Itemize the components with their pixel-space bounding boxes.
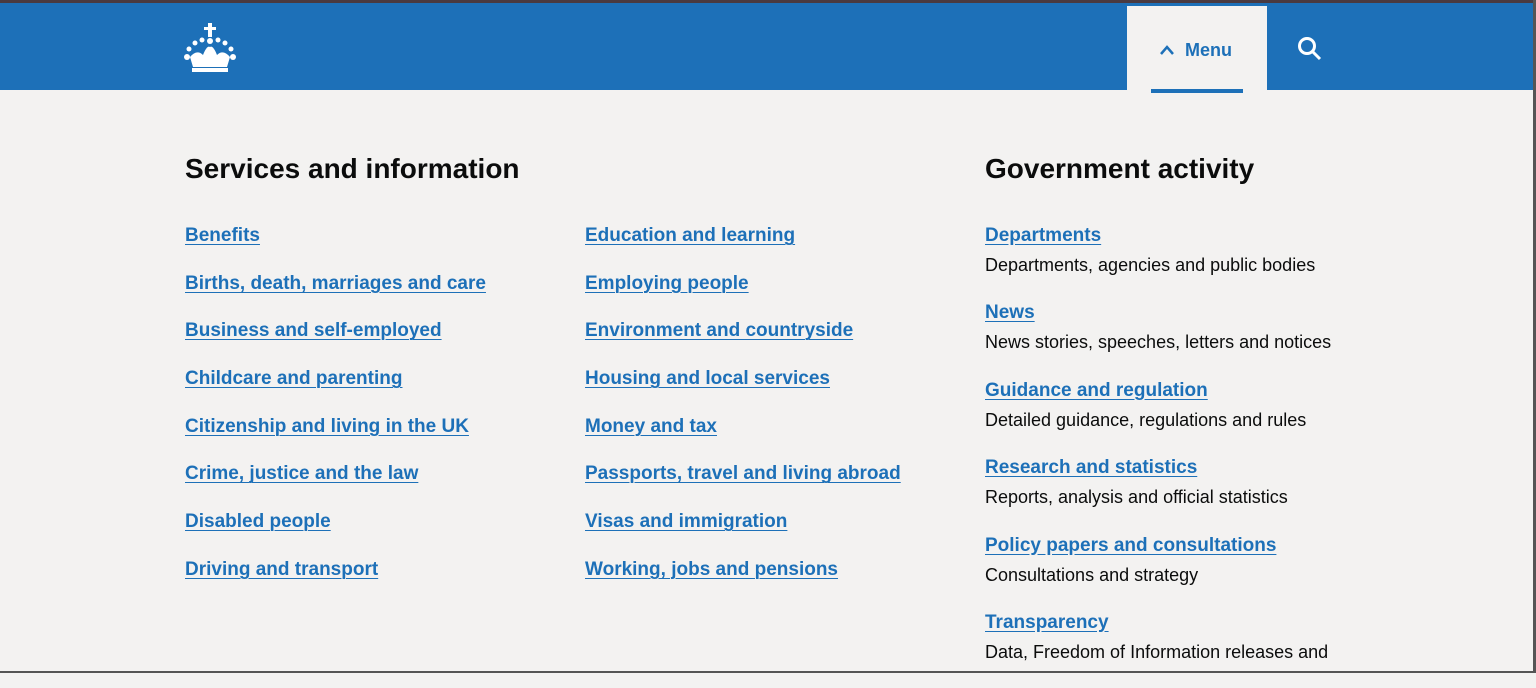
chevron-up-icon [1160, 45, 1174, 55]
service-link[interactable]: Visas and immigration [585, 511, 788, 533]
service-link[interactable]: Housing and local services [585, 368, 830, 390]
activity-link[interactable]: Departments [985, 225, 1102, 246]
service-link[interactable]: Citizenship and living in the UK [185, 415, 469, 437]
activity-link[interactable]: Policy papers and consultations [985, 534, 1277, 556]
crown-icon[interactable] [183, 23, 237, 75]
window-top-border [0, 0, 1536, 3]
activity-link[interactable]: Transparency [985, 611, 1109, 633]
window-right-border [1533, 0, 1536, 673]
window-bottom-border [0, 671, 1536, 673]
activity-item: Research and statistics Reports, analysis… [985, 456, 1331, 533]
menu-label: Menu [1185, 40, 1232, 60]
service-link[interactable]: Employing people [585, 272, 749, 294]
service-link[interactable]: Driving and transport [185, 558, 379, 580]
menu-button[interactable]: Menu [1127, 6, 1267, 94]
activity-description: News stories, speeches, letters and noti… [985, 332, 1332, 353]
search-icon [1298, 37, 1322, 61]
activity-link[interactable]: Guidance and regulation [985, 379, 1208, 401]
service-link[interactable]: Money and tax [585, 415, 717, 437]
site-header: Menu [0, 3, 1533, 94]
activity-item: Transparency Data, Freedom of Information… [985, 611, 1331, 688]
activity-link[interactable]: Research and statistics [985, 457, 1198, 479]
activity-item: Guidance and regulation Detailed guidance… [985, 379, 1331, 456]
activity-description: Departments, agencies and public bodies [985, 255, 1316, 275]
activity-description: Reports, analysis and official statistic… [985, 487, 1288, 508]
service-link[interactable]: Childcare and parenting [185, 368, 403, 390]
service-link[interactable]: Environment and countryside [585, 320, 854, 342]
services-heading: Services and information [185, 153, 520, 184]
service-link[interactable]: Working, jobs and pensions [585, 558, 839, 580]
services-column-2: Education and learning Employing people … [585, 224, 901, 606]
service-link[interactable]: Business and self-employed [185, 320, 442, 342]
activity-item: News News stories, speeches, letters and … [985, 301, 1331, 378]
service-link[interactable]: Education and learning [585, 225, 796, 246]
activity-description: Detailed guidance, regulations and rules [985, 409, 1307, 430]
activity-item: Policy papers and consultations Consultat… [985, 534, 1331, 611]
activity-description: Consultations and strategy [985, 564, 1199, 585]
activity-heading: Government activity [985, 153, 1255, 184]
activity-description: Data, Freedom of Information releases an… [985, 641, 1329, 662]
service-link[interactable]: Births, death, marriages and care [185, 272, 486, 294]
service-link[interactable]: Benefits [185, 225, 260, 246]
activity-item: Departments Departments, agencies and pub… [985, 224, 1331, 301]
search-button[interactable] [1267, 6, 1351, 93]
activity-list: Departments Departments, agencies and pub… [985, 224, 1331, 688]
menu-active-indicator [1151, 89, 1243, 93]
service-link[interactable]: Crime, justice and the law [185, 463, 419, 485]
activity-link[interactable]: News [985, 302, 1035, 324]
services-column-1: Benefits Births, death, marriages and ca… [185, 224, 486, 606]
service-link[interactable]: Passports, travel and living abroad [585, 463, 901, 485]
service-link[interactable]: Disabled people [185, 511, 331, 533]
